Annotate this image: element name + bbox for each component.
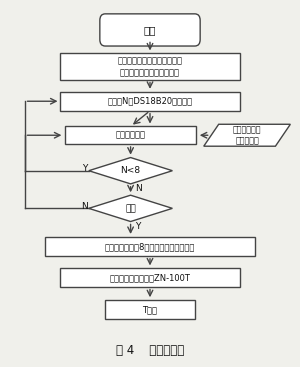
Polygon shape — [204, 124, 290, 146]
FancyBboxPatch shape — [100, 14, 200, 46]
Text: N: N — [81, 202, 88, 211]
Text: 采集第N只DS18B20温度数据: 采集第N只DS18B20温度数据 — [107, 97, 193, 106]
Text: 初始化单片机寄存器、串口、
网络通信配置以及液晶显示: 初始化单片机寄存器、串口、 网络通信配置以及液晶显示 — [118, 56, 182, 77]
Text: 更新液晶显示: 更新液晶显示 — [116, 131, 146, 140]
Text: 开始: 开始 — [144, 25, 156, 35]
Text: 串口中断发送数据到ZN-100T: 串口中断发送数据到ZN-100T — [110, 273, 190, 282]
Polygon shape — [89, 195, 172, 222]
Text: 按键操作液晶
显示滚动条: 按键操作液晶 显示滚动条 — [233, 125, 261, 145]
Text: Y: Y — [135, 222, 140, 231]
Bar — [60, 53, 240, 80]
Text: N: N — [135, 185, 142, 193]
Text: 图 4    系统流程图: 图 4 系统流程图 — [116, 345, 184, 357]
Text: N<8: N<8 — [121, 166, 141, 175]
Text: 根据通信协议把8路温度数据按顺序打包: 根据通信协议把8路温度数据按顺序打包 — [105, 242, 195, 251]
Bar — [60, 92, 240, 111]
Text: 发送: 发送 — [125, 204, 136, 213]
Polygon shape — [89, 157, 172, 184]
Text: Y: Y — [82, 164, 88, 172]
Bar — [60, 268, 240, 287]
Bar — [105, 300, 195, 319]
Bar — [46, 237, 254, 256]
Text: T清零: T清零 — [142, 305, 158, 314]
Bar — [65, 127, 196, 144]
